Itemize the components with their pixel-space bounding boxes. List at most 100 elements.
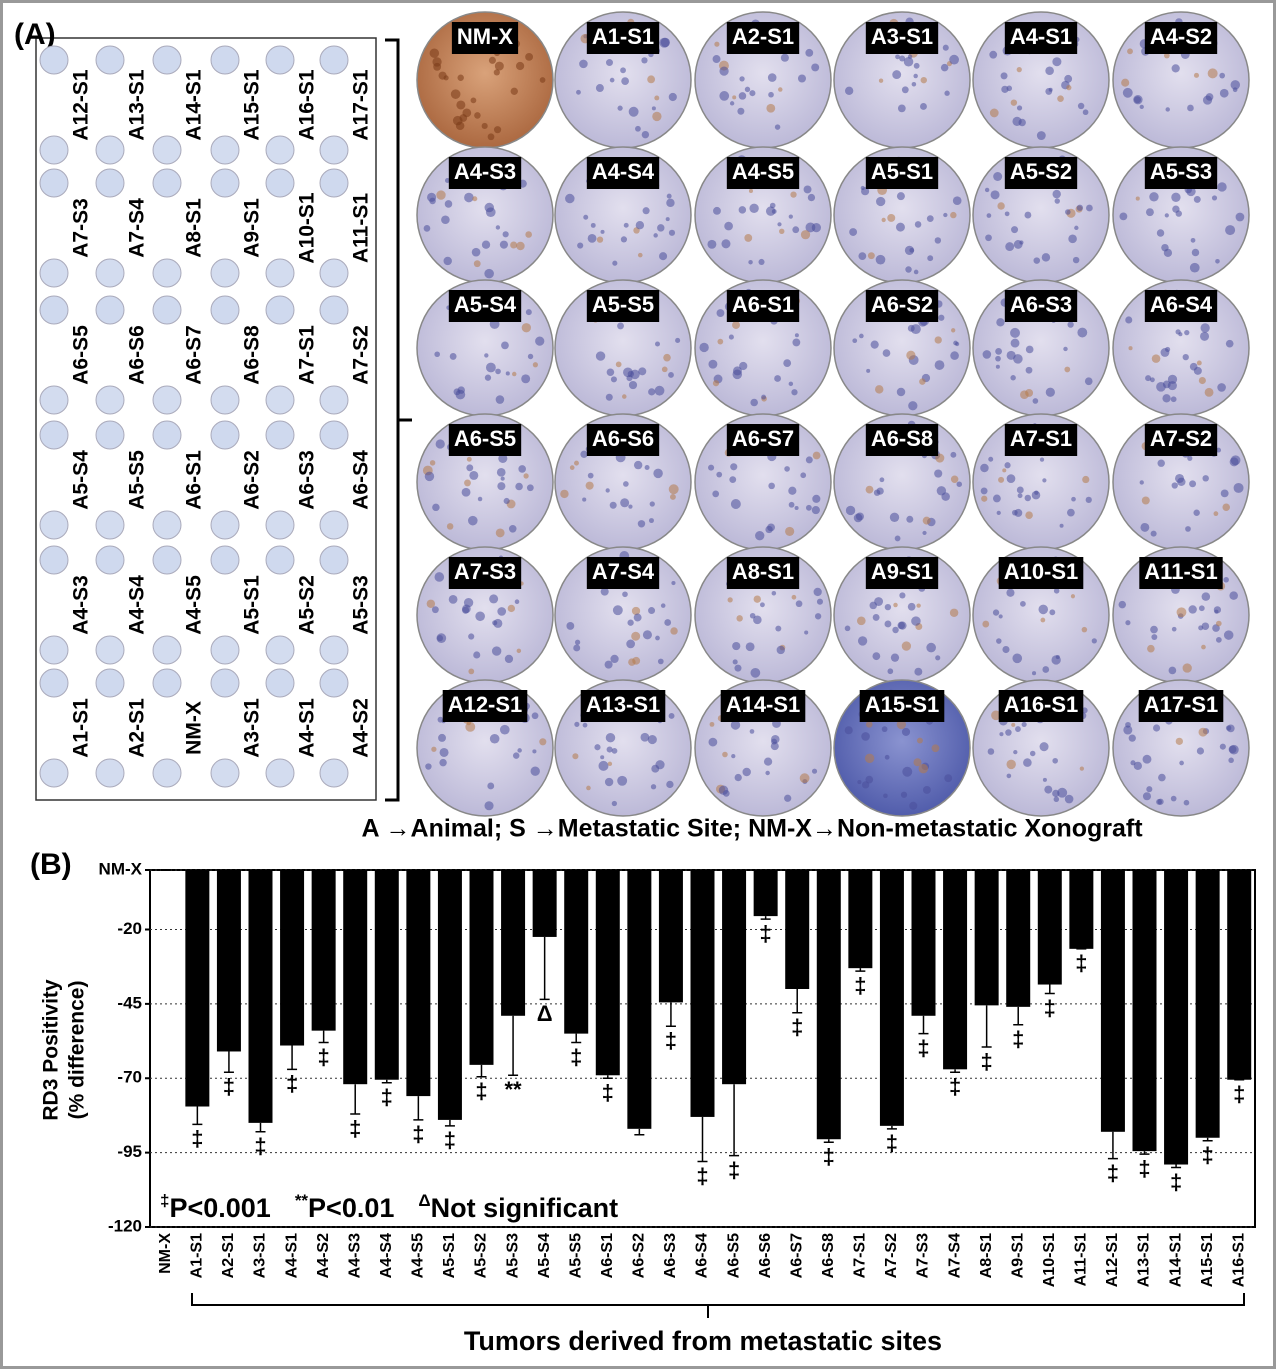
core-label: A8-S1 xyxy=(732,559,794,584)
cell xyxy=(806,505,812,511)
core-label: A6-S7 xyxy=(732,426,794,451)
cell xyxy=(812,506,820,514)
overview-core xyxy=(320,136,348,164)
cell xyxy=(729,335,734,340)
overview-core xyxy=(153,136,181,164)
error-bar xyxy=(792,989,802,1013)
core-label: A12-S1 xyxy=(448,692,523,717)
cell xyxy=(451,89,461,99)
cell xyxy=(583,723,588,728)
cell xyxy=(739,206,746,213)
cell xyxy=(1169,667,1177,675)
cell xyxy=(1068,235,1077,244)
overview-core xyxy=(153,636,181,664)
core-label: A10-S1 xyxy=(1004,559,1079,584)
significance: ‡ xyxy=(728,1157,740,1182)
cell xyxy=(1020,601,1026,607)
cell xyxy=(849,228,857,236)
cell xyxy=(582,498,586,502)
cell xyxy=(1123,88,1133,98)
cell xyxy=(866,721,873,728)
cell xyxy=(591,223,596,228)
cell xyxy=(655,636,660,641)
bar xyxy=(1038,870,1062,985)
cell xyxy=(736,615,742,621)
cell xyxy=(496,225,500,229)
cell xyxy=(1056,655,1060,659)
cell xyxy=(944,774,952,782)
cell xyxy=(605,778,613,786)
overview-label: A2-S1 xyxy=(126,698,149,758)
cell xyxy=(866,486,874,494)
cell xyxy=(650,501,655,506)
cell xyxy=(899,592,905,598)
cell xyxy=(636,221,644,229)
overview-core xyxy=(211,136,239,164)
cell xyxy=(950,351,959,360)
cell xyxy=(805,49,813,57)
core-label: A13-S1 xyxy=(586,692,661,717)
cell xyxy=(1216,637,1222,643)
cell xyxy=(777,222,781,226)
cell xyxy=(996,318,1004,326)
overview-core xyxy=(40,296,68,324)
error-bar xyxy=(729,1084,739,1155)
overview-label: A6-S8 xyxy=(241,325,264,385)
overview-core xyxy=(320,511,348,539)
cell xyxy=(1125,316,1132,323)
cell xyxy=(721,239,730,248)
cell xyxy=(795,506,799,510)
significance: ‡ xyxy=(570,1044,582,1069)
cell xyxy=(1026,367,1033,374)
cell xyxy=(490,734,500,744)
x-tick-label: A3-S1 xyxy=(252,1233,269,1278)
cell xyxy=(1002,646,1009,653)
cell xyxy=(648,388,655,395)
bar xyxy=(501,870,525,1016)
cell xyxy=(478,497,483,502)
cell xyxy=(1191,238,1196,243)
cell xyxy=(443,257,451,265)
cell xyxy=(447,523,454,530)
overview-label: A9-S1 xyxy=(241,198,264,258)
cell xyxy=(515,483,523,491)
cell xyxy=(1197,361,1202,366)
x-tick-label: A1-S1 xyxy=(189,1233,206,1278)
overview-core xyxy=(266,259,294,287)
cell xyxy=(935,237,941,243)
cell xyxy=(988,457,993,462)
cell xyxy=(497,482,505,490)
overview-core xyxy=(96,421,124,449)
overview-core xyxy=(96,546,124,574)
cell xyxy=(716,472,722,478)
cell xyxy=(699,343,708,352)
cell xyxy=(719,66,728,75)
cell xyxy=(1168,381,1177,390)
error-bar xyxy=(1171,1165,1181,1168)
cell xyxy=(814,588,822,596)
overview-core xyxy=(153,259,181,287)
cell xyxy=(795,333,799,337)
cell xyxy=(922,531,926,535)
core-label: A2-S1 xyxy=(732,24,794,49)
cell xyxy=(506,371,510,375)
cell xyxy=(732,642,740,650)
legend-symbol: Δ xyxy=(418,1191,430,1210)
bar xyxy=(659,870,683,1002)
legend-text: P<0.01 xyxy=(308,1193,394,1223)
overview-core xyxy=(40,386,68,414)
cell xyxy=(1205,388,1214,397)
error-bar xyxy=(413,1096,423,1120)
cell xyxy=(1054,797,1059,802)
cell xyxy=(1217,383,1226,392)
cell xyxy=(1012,117,1021,126)
core-label: A6-S1 xyxy=(732,292,794,317)
x-tick-label: A7-S1 xyxy=(852,1233,869,1278)
significance: ‡ xyxy=(949,1074,961,1099)
cell xyxy=(626,640,635,649)
cell xyxy=(914,270,919,275)
overview-label: A5-S2 xyxy=(296,575,319,635)
cell xyxy=(653,233,657,237)
overview-core xyxy=(266,511,294,539)
overview-core xyxy=(40,46,68,74)
